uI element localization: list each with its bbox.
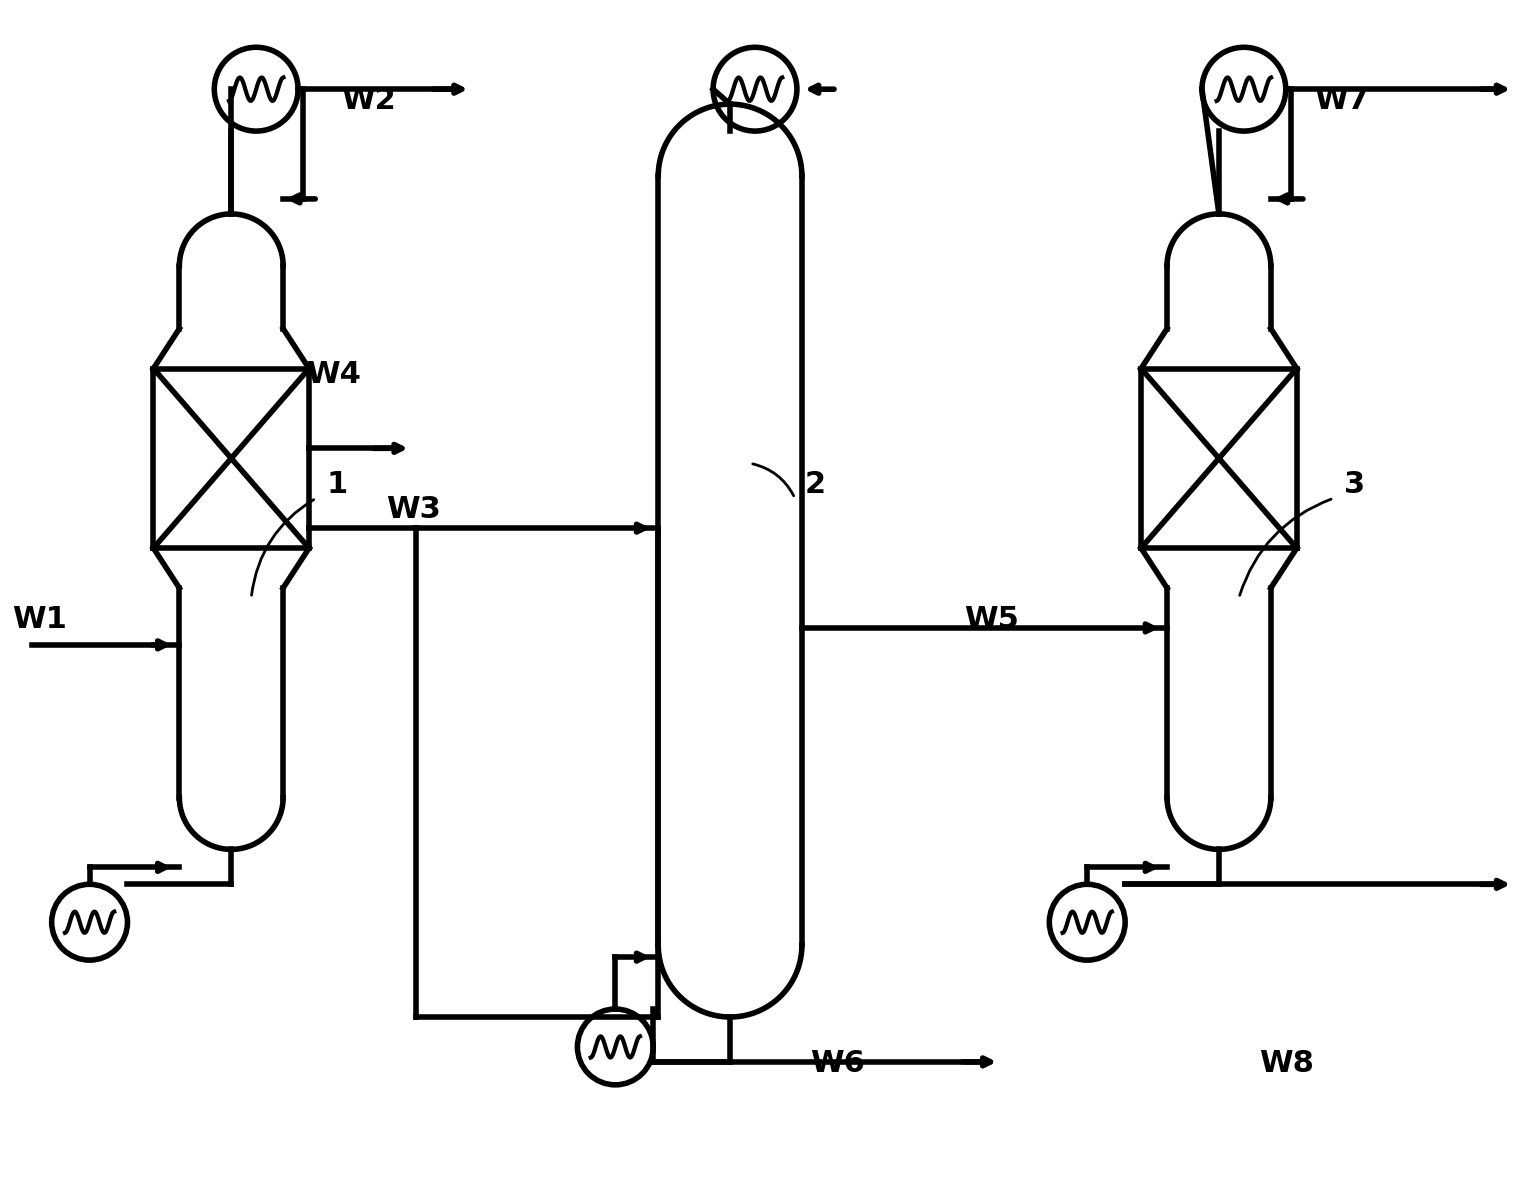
- Text: 2: 2: [806, 470, 825, 499]
- Text: W5: W5: [965, 605, 1020, 634]
- Text: W2: W2: [340, 86, 395, 115]
- Text: W8: W8: [1259, 1049, 1313, 1078]
- Text: W6: W6: [810, 1049, 865, 1078]
- Text: W7: W7: [1313, 86, 1368, 115]
- Text: 3: 3: [1344, 470, 1365, 499]
- Text: W1: W1: [12, 605, 67, 634]
- Text: 1: 1: [325, 470, 347, 499]
- Text: W4: W4: [306, 361, 360, 389]
- Text: W3: W3: [386, 496, 441, 524]
